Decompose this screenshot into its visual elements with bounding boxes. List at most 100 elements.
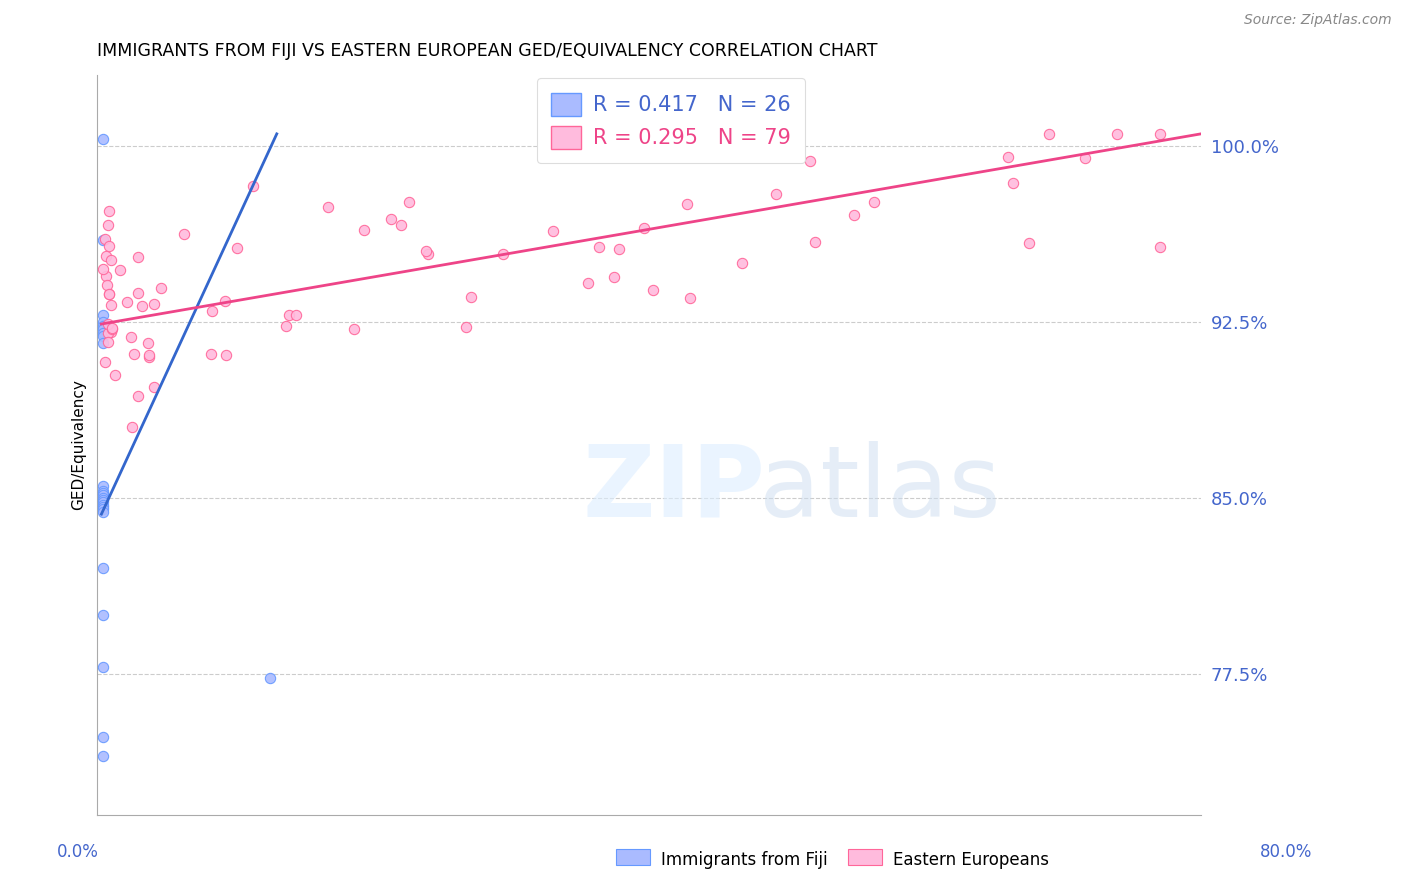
Point [91,493,114,508]
Point [679,291,702,305]
Point [91,483,114,498]
Point [316,200,339,214]
Point [115,294,138,309]
Point [138,350,160,364]
Point [124,347,146,361]
Point [416,247,439,261]
Point [731,255,754,269]
Point [200,347,222,361]
Point [576,276,599,290]
Point [492,246,515,260]
Point [799,154,821,169]
Point [91,488,114,502]
Point [149,281,172,295]
Point [97,286,120,301]
Point [104,368,127,383]
Point [97,326,120,340]
Point [138,348,160,362]
Point [91,308,114,322]
Point [98,287,121,301]
Point [96,219,118,233]
Point [225,241,247,255]
Point [108,263,131,277]
Point [343,322,366,336]
Point [94,354,117,368]
Point [214,294,236,309]
Point [91,502,114,516]
Point [91,328,114,343]
Point [460,289,482,303]
Point [91,321,114,335]
Text: atlas: atlas [759,441,1001,538]
Point [543,224,565,238]
Point [91,659,114,673]
Point [91,505,114,519]
Point [91,315,114,329]
Point [91,486,114,500]
Text: ZIP: ZIP [583,441,766,538]
Point [97,317,120,331]
Point [91,730,114,744]
Point [143,380,166,394]
Point [91,233,114,247]
Y-axis label: GED/Equivalency: GED/Equivalency [72,379,86,510]
Point [1018,236,1040,251]
Point [96,268,118,283]
Point [603,269,626,284]
Point [100,322,122,336]
Point [91,500,114,514]
Point [242,178,264,193]
Point [100,252,122,267]
Point [353,223,375,237]
Point [127,285,149,300]
Text: Eastern Europeans: Eastern Europeans [893,851,1049,869]
Point [91,608,114,623]
Point [100,321,122,335]
Point [588,240,610,254]
Point [91,561,114,575]
Point [127,250,149,264]
Point [278,308,301,322]
Point [675,197,697,211]
Point [142,297,165,311]
Point [100,325,122,339]
Point [91,479,114,493]
Point [607,242,630,256]
Point [803,235,825,249]
Point [1001,176,1024,190]
Point [98,239,121,253]
Point [98,204,121,219]
Point [97,335,120,350]
Point [391,218,413,232]
Point [91,335,114,350]
Point [96,277,118,292]
Point [91,495,114,509]
Point [121,420,143,434]
Point [1149,240,1171,254]
Point [91,491,114,505]
Text: IMMIGRANTS FROM FIJI VS EASTERN EUROPEAN GED/EQUIVALENCY CORRELATION CHART: IMMIGRANTS FROM FIJI VS EASTERN EUROPEAN… [97,42,877,60]
Point [1149,127,1171,141]
Point [91,326,114,341]
Point [94,232,117,246]
Point [380,212,402,227]
Point [1074,151,1097,165]
Point [91,498,114,512]
Text: 0.0%: 0.0% [56,843,98,861]
Point [91,131,114,145]
Point [93,262,115,277]
Point [127,389,149,403]
Point [94,248,117,262]
Legend: R = 0.417   N = 26, R = 0.295   N = 79: R = 0.417 N = 26, R = 0.295 N = 79 [537,78,806,163]
Point [91,748,114,763]
Point [173,227,195,241]
Point [633,220,655,235]
Point [201,303,224,318]
Point [454,319,477,334]
Text: Source: ZipAtlas.com: Source: ZipAtlas.com [1244,13,1392,28]
Point [120,330,142,344]
Point [415,244,437,259]
Point [765,186,787,201]
Point [643,283,665,297]
Point [136,335,159,350]
